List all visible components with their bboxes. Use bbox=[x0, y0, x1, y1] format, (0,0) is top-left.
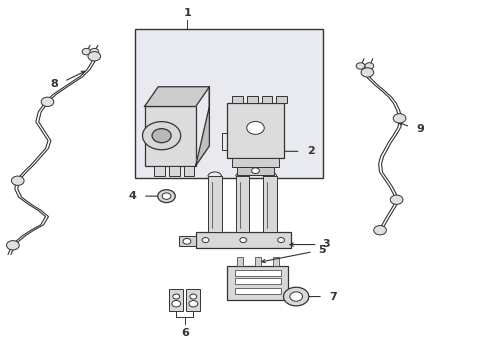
Bar bbox=[186, 289, 200, 311]
Circle shape bbox=[360, 68, 373, 77]
Bar bbox=[227, 103, 283, 158]
Circle shape bbox=[90, 48, 99, 55]
Text: 8: 8 bbox=[50, 79, 58, 89]
Circle shape bbox=[188, 301, 197, 307]
Bar bbox=[195, 232, 290, 248]
Circle shape bbox=[246, 121, 264, 134]
Text: 6: 6 bbox=[181, 328, 188, 338]
Text: 4: 4 bbox=[128, 191, 136, 201]
Text: 1: 1 bbox=[183, 8, 191, 18]
Circle shape bbox=[364, 63, 373, 69]
Circle shape bbox=[373, 226, 386, 235]
Bar bbox=[227, 266, 288, 300]
Bar bbox=[276, 96, 286, 103]
Bar bbox=[246, 96, 257, 103]
Bar bbox=[183, 166, 194, 176]
Bar bbox=[168, 166, 179, 176]
Circle shape bbox=[158, 190, 175, 203]
Circle shape bbox=[283, 287, 308, 306]
Bar bbox=[234, 288, 281, 294]
Text: 7: 7 bbox=[329, 292, 336, 302]
Bar bbox=[154, 166, 164, 176]
Bar bbox=[235, 176, 249, 232]
Circle shape bbox=[202, 238, 208, 243]
Circle shape bbox=[183, 238, 190, 244]
Bar bbox=[232, 158, 278, 167]
Circle shape bbox=[289, 292, 302, 301]
Circle shape bbox=[152, 129, 171, 143]
Circle shape bbox=[389, 195, 402, 204]
Circle shape bbox=[277, 238, 284, 243]
Circle shape bbox=[172, 294, 179, 299]
Text: 3: 3 bbox=[322, 239, 329, 249]
Bar bbox=[135, 30, 322, 178]
Circle shape bbox=[11, 176, 24, 185]
Circle shape bbox=[355, 63, 364, 69]
Bar bbox=[207, 176, 221, 232]
Text: 9: 9 bbox=[415, 124, 423, 134]
Circle shape bbox=[171, 301, 180, 307]
Circle shape bbox=[240, 238, 246, 243]
Polygon shape bbox=[195, 87, 209, 166]
Circle shape bbox=[189, 294, 196, 299]
Bar bbox=[178, 236, 196, 246]
Bar bbox=[232, 96, 243, 103]
Bar bbox=[144, 107, 195, 166]
Text: 5: 5 bbox=[318, 245, 325, 255]
Circle shape bbox=[82, 48, 91, 55]
Circle shape bbox=[142, 122, 181, 150]
Polygon shape bbox=[144, 87, 209, 107]
Circle shape bbox=[392, 114, 405, 123]
Circle shape bbox=[162, 193, 170, 199]
Bar bbox=[234, 278, 281, 284]
Bar bbox=[261, 96, 272, 103]
Bar bbox=[234, 270, 281, 276]
Circle shape bbox=[88, 51, 101, 61]
Bar bbox=[273, 257, 279, 266]
Bar bbox=[263, 176, 276, 232]
Bar bbox=[236, 257, 242, 266]
Circle shape bbox=[251, 168, 259, 174]
Circle shape bbox=[6, 240, 19, 250]
Bar bbox=[169, 289, 183, 311]
Bar bbox=[254, 257, 260, 266]
Circle shape bbox=[41, 97, 54, 107]
Text: 2: 2 bbox=[306, 145, 314, 156]
Bar bbox=[237, 167, 273, 175]
